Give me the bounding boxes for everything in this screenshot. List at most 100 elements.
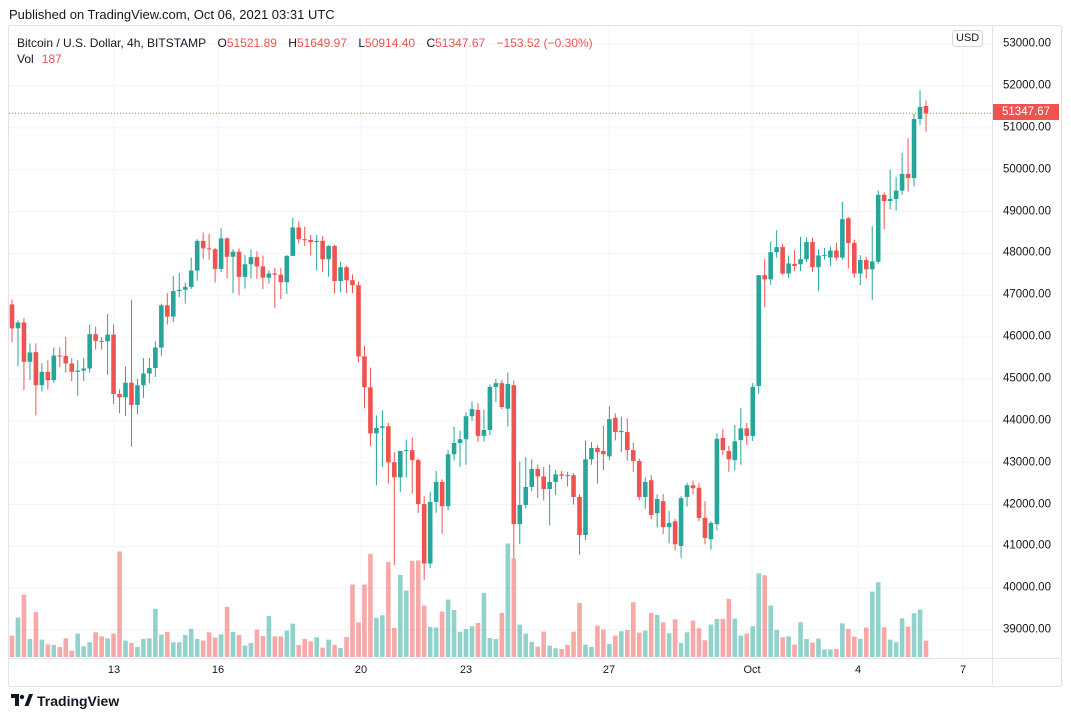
candle-body <box>523 486 529 505</box>
candle-body <box>320 240 325 260</box>
volume-bar <box>206 632 212 657</box>
volume-bar <box>744 633 750 657</box>
close-label: C <box>426 36 436 50</box>
y-tick-label: 53000.00 <box>1003 37 1051 50</box>
volume-bar <box>308 641 313 657</box>
volume-bar <box>780 637 785 657</box>
candle-body <box>206 248 212 250</box>
candle-body <box>899 173 905 191</box>
volume-bar <box>690 620 696 657</box>
volume-bar <box>380 615 385 657</box>
candle-body <box>242 264 248 277</box>
candle-body <box>553 474 558 482</box>
candle-body <box>559 474 564 476</box>
volume-bar <box>51 644 57 657</box>
volume-bar <box>254 629 260 657</box>
volume-bar <box>21 594 27 657</box>
volume-bar <box>194 638 200 657</box>
volume-bar <box>756 573 762 657</box>
close-value: 51347.67 <box>435 36 486 50</box>
candle-body <box>917 106 923 120</box>
candle-body <box>708 522 714 540</box>
volume-bar <box>625 629 630 657</box>
candle-body <box>176 289 182 292</box>
volume-bar <box>684 632 690 657</box>
volume-bar <box>857 638 863 657</box>
volume-bar <box>923 640 929 657</box>
candle-body <box>887 198 893 202</box>
volume-bar <box>374 617 379 657</box>
volume-bar <box>368 553 373 657</box>
volume-bar <box>463 628 469 657</box>
candle-body <box>182 286 188 290</box>
candle-body <box>266 273 272 278</box>
volume-bar <box>338 648 343 657</box>
candle-body <box>427 501 433 564</box>
volume-bar <box>852 636 857 657</box>
volume-bar <box>230 631 236 657</box>
candle-body <box>290 227 296 256</box>
high-label: H <box>288 36 297 50</box>
candle-body <box>344 267 349 281</box>
volume-bar <box>242 645 248 657</box>
candle-body <box>248 257 254 265</box>
x-tick-label: 16 <box>211 664 225 676</box>
volume-bar <box>332 644 337 657</box>
volume-bar <box>69 650 75 657</box>
candle-body <box>475 409 481 436</box>
volume-bar <box>421 605 427 657</box>
volume-bar <box>284 630 290 657</box>
candle-body <box>356 285 361 357</box>
symbol-title[interactable]: Bitcoin / U.S. Dollar, 4h, BITSTAMP <box>17 36 207 50</box>
candle-body <box>756 275 762 387</box>
high-value: 51649.97 <box>296 36 347 50</box>
candle-body <box>27 352 33 362</box>
candle-body <box>505 383 511 409</box>
volume-bar <box>392 627 397 657</box>
y-tick-label: 50000.00 <box>1003 163 1051 176</box>
volume-bar <box>881 627 887 657</box>
volume-bar <box>39 639 45 657</box>
currency-badge[interactable]: USD <box>952 30 984 47</box>
y-tick-label: 49000.00 <box>1003 205 1051 218</box>
candle-body <box>911 119 917 179</box>
candle-body <box>714 438 720 525</box>
volume-bar <box>648 612 654 657</box>
candle-body <box>852 242 857 274</box>
candle-body <box>517 504 523 525</box>
candle-body <box>804 242 809 260</box>
candle-body <box>159 305 164 348</box>
candle-body <box>332 245 337 282</box>
candle-body <box>457 439 463 443</box>
volume-bar <box>810 642 815 657</box>
candle-body <box>648 480 654 515</box>
volume-bar <box>535 646 540 657</box>
candle-body <box>810 242 815 268</box>
volume-bar <box>87 642 92 657</box>
x-tick-label: 4 <box>854 664 862 676</box>
candle-body <box>619 430 624 433</box>
candle-body <box>87 334 92 369</box>
volume-bar <box>786 636 791 657</box>
volume-bar <box>636 632 642 657</box>
candle-body <box>129 382 134 405</box>
candle-body <box>93 334 98 341</box>
volume-bar <box>350 584 355 657</box>
volume-bar <box>159 634 164 657</box>
candle-body <box>415 460 421 505</box>
volume-bar <box>248 642 254 657</box>
volume-bar <box>135 646 140 657</box>
volume-bar <box>147 638 152 657</box>
chart-frame <box>8 25 1062 687</box>
candle-body <box>403 450 409 452</box>
volume-bar <box>672 619 678 657</box>
candle-body <box>463 416 469 440</box>
volume-bar <box>547 645 552 657</box>
volume-bar <box>403 590 409 657</box>
tradingview-logo[interactable]: TradingView <box>11 693 119 709</box>
volume-bar <box>792 644 797 657</box>
volume-label[interactable]: Vol <box>17 52 34 66</box>
volume-bar <box>523 633 529 657</box>
candle-body <box>607 419 612 457</box>
